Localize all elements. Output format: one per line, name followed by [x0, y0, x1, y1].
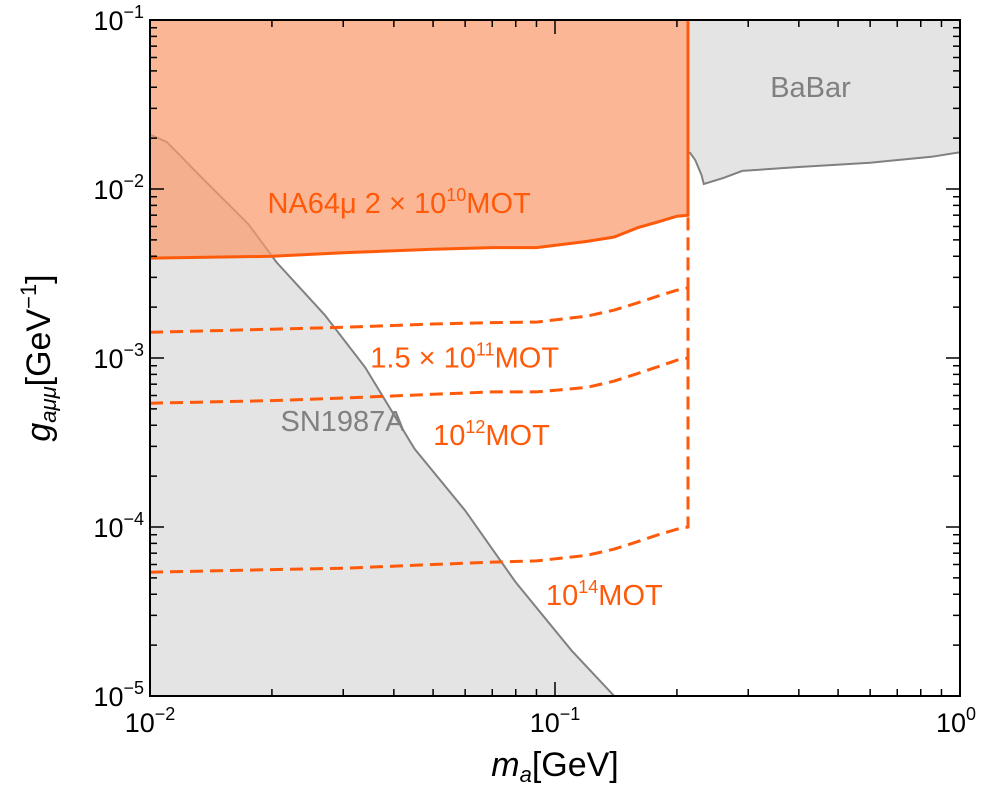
na64-1e14-label: 1014MOT: [546, 577, 663, 612]
x-tick-label: 10−2: [125, 704, 176, 738]
y-tick-label: 10−5: [93, 678, 144, 712]
na64-2e10-curve: [150, 20, 690, 260]
na64-1.5e11-curve: [150, 217, 690, 334]
na64-1e14-curve: [150, 358, 690, 574]
na64-1e12-label: 1012MOT: [433, 417, 550, 452]
x-axis-label: ma[GeV]: [491, 746, 619, 787]
babar-region: [689, 20, 960, 184]
y-axis-label: gaμμ[GeV−1]: [16, 274, 61, 441]
x-tick-label: 100: [936, 704, 976, 738]
babar-boundary: [688, 151, 960, 186]
y-tick-label: 10−1: [93, 2, 144, 36]
y-tick-label: 10−2: [93, 171, 144, 205]
na64-2e10-label: NA64μ 2 × 1010MOT: [268, 185, 531, 220]
x-tick-label: 10−1: [530, 704, 581, 738]
na64-1.5e11-label: 1.5 × 1011MOT: [370, 339, 559, 374]
axis-ticks: [149, 20, 960, 697]
babar-label: BaBar: [770, 72, 851, 104]
sn1987a-label: SN1987A: [281, 406, 406, 438]
plot-frame: [149, 19, 961, 697]
sn1987a-region: [150, 134, 615, 696]
y-tick-label: 10−3: [93, 340, 144, 374]
na64-2e10-excluded-region: [150, 20, 688, 259]
na64-1e12-curve: [150, 287, 690, 405]
y-tick-label: 10−4: [93, 509, 144, 543]
